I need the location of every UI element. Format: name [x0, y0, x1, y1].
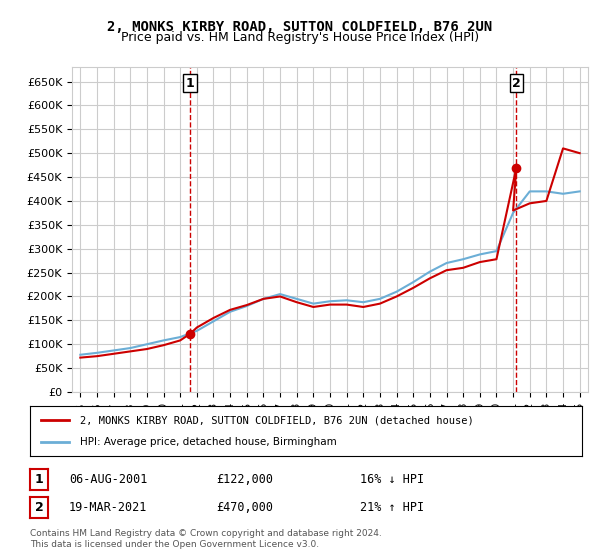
Text: £122,000: £122,000: [216, 473, 273, 486]
Text: 21% ↑ HPI: 21% ↑ HPI: [360, 501, 424, 514]
Text: 19-MAR-2021: 19-MAR-2021: [69, 501, 148, 514]
Text: Contains HM Land Registry data © Crown copyright and database right 2024.
This d: Contains HM Land Registry data © Crown c…: [30, 529, 382, 549]
Text: 2, MONKS KIRBY ROAD, SUTTON COLDFIELD, B76 2UN: 2, MONKS KIRBY ROAD, SUTTON COLDFIELD, B…: [107, 20, 493, 34]
Text: 2: 2: [35, 501, 43, 514]
Text: 2, MONKS KIRBY ROAD, SUTTON COLDFIELD, B76 2UN (detached house): 2, MONKS KIRBY ROAD, SUTTON COLDFIELD, B…: [80, 415, 473, 425]
Text: Price paid vs. HM Land Registry's House Price Index (HPI): Price paid vs. HM Land Registry's House …: [121, 31, 479, 44]
Text: 1: 1: [186, 77, 194, 90]
Text: 16% ↓ HPI: 16% ↓ HPI: [360, 473, 424, 486]
Text: £470,000: £470,000: [216, 501, 273, 514]
Text: 2: 2: [512, 77, 521, 90]
Text: HPI: Average price, detached house, Birmingham: HPI: Average price, detached house, Birm…: [80, 437, 337, 447]
Text: 1: 1: [35, 473, 43, 486]
Text: 06-AUG-2001: 06-AUG-2001: [69, 473, 148, 486]
